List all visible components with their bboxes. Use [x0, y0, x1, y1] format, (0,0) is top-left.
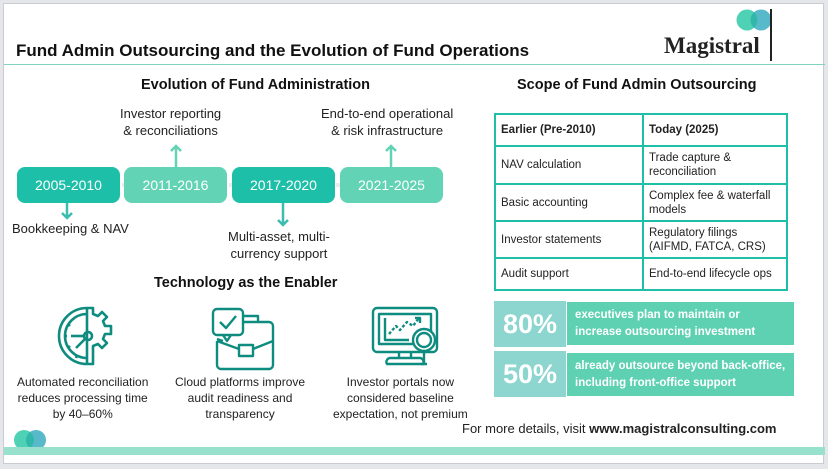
- slide: Fund Admin Outsourcing and the Evolution…: [3, 3, 825, 464]
- technology-heading: Technology as the Enabler: [154, 275, 338, 291]
- stat-value: 50%: [494, 351, 566, 397]
- timeline-caption: Multi-asset, multi- currency support: [228, 229, 330, 261]
- table-header-row: Earlier (Pre-2010) Today (2025): [494, 113, 788, 147]
- timeline-period-2021-2025: 2021-2025: [340, 167, 443, 203]
- timeline-period-2005-2010: 2005-2010: [17, 167, 120, 203]
- table-cell: End-to-end lifecycle ops: [642, 257, 788, 291]
- scope-table: Earlier (Pre-2010) Today (2025) NAV calc…: [494, 113, 788, 291]
- timeline-caption: Investor reporting & reconciliations: [120, 106, 222, 138]
- page-title: Fund Admin Outsourcing and the Evolution…: [16, 41, 530, 60]
- title-divider: [4, 64, 825, 65]
- stat-value: 80%: [494, 301, 566, 347]
- clock-gear-icon: [57, 306, 113, 366]
- arrow-down-icon: [61, 203, 73, 220]
- table-cell: Complex fee & waterfall models: [642, 183, 788, 222]
- table-row: Basic accounting Complex fee & waterfall…: [494, 183, 788, 222]
- table-cell: Investor statements: [494, 220, 644, 259]
- stat-description: executives plan to maintain or increase …: [567, 302, 794, 345]
- briefcase-check-icon: [211, 307, 275, 371]
- website-link[interactable]: www.magistralconsulting.com: [589, 421, 777, 436]
- column-header: Earlier (Pre-2010): [494, 113, 644, 147]
- logo-circles-small-icon: [14, 430, 46, 450]
- stat-description: already outsource beyond back-office, in…: [567, 353, 794, 396]
- logo-divider: [770, 9, 772, 61]
- table-cell: Trade capture & reconciliation: [642, 145, 788, 185]
- table-cell: NAV calculation: [494, 145, 644, 185]
- arrow-up-icon: [385, 144, 397, 167]
- table-row: NAV calculation Trade capture & reconcil…: [494, 145, 788, 185]
- column-header: Today (2025): [642, 113, 788, 147]
- bottom-bar: [4, 447, 825, 455]
- timeline-caption: End-to-end operational & risk infrastruc…: [321, 106, 454, 138]
- footer-text: For more details, visit www.magistralcon…: [462, 421, 777, 436]
- table-cell: Audit support: [494, 257, 644, 291]
- period-label: 2017-2020: [250, 177, 317, 193]
- table-row: Investor statements Regulatory filings (…: [494, 220, 788, 259]
- technology-caption: Automated reconciliation reduces process…: [17, 375, 149, 421]
- period-label: 2021-2025: [358, 177, 425, 193]
- timeline-period-2011-2016: 2011-2016: [124, 167, 227, 203]
- period-label: 2005-2010: [35, 177, 102, 193]
- table-row: Audit support End-to-end lifecycle ops: [494, 257, 788, 291]
- arrow-down-icon: [277, 203, 289, 227]
- table-cell: Regulatory filings (AIFMD, FATCA, CRS): [642, 220, 788, 259]
- logo-circles-icon: [736, 9, 772, 31]
- logo-wordmark: Magistral: [664, 33, 760, 58]
- table-cell: Basic accounting: [494, 183, 644, 222]
- timeline-period-2017-2020: 2017-2020: [232, 167, 335, 203]
- timeline-heading: Evolution of Fund Administration: [141, 77, 371, 93]
- technology-caption: Cloud platforms improve audit readiness …: [175, 375, 306, 421]
- timeline-caption: Bookkeeping & NAV: [12, 221, 129, 236]
- scope-heading: Scope of Fund Admin Outsourcing: [517, 77, 757, 93]
- arrow-up-icon: [170, 144, 182, 167]
- technology-caption: Investor portals now considered baseline…: [333, 375, 468, 421]
- monitor-chart-search-icon: [371, 306, 439, 366]
- period-label: 2011-2016: [142, 177, 209, 193]
